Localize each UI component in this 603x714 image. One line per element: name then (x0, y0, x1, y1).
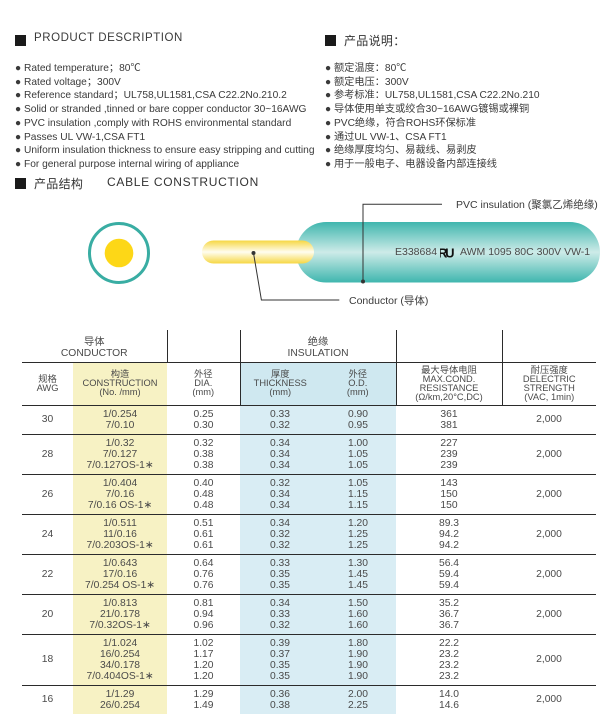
svg-text:RU: RU (440, 246, 454, 259)
